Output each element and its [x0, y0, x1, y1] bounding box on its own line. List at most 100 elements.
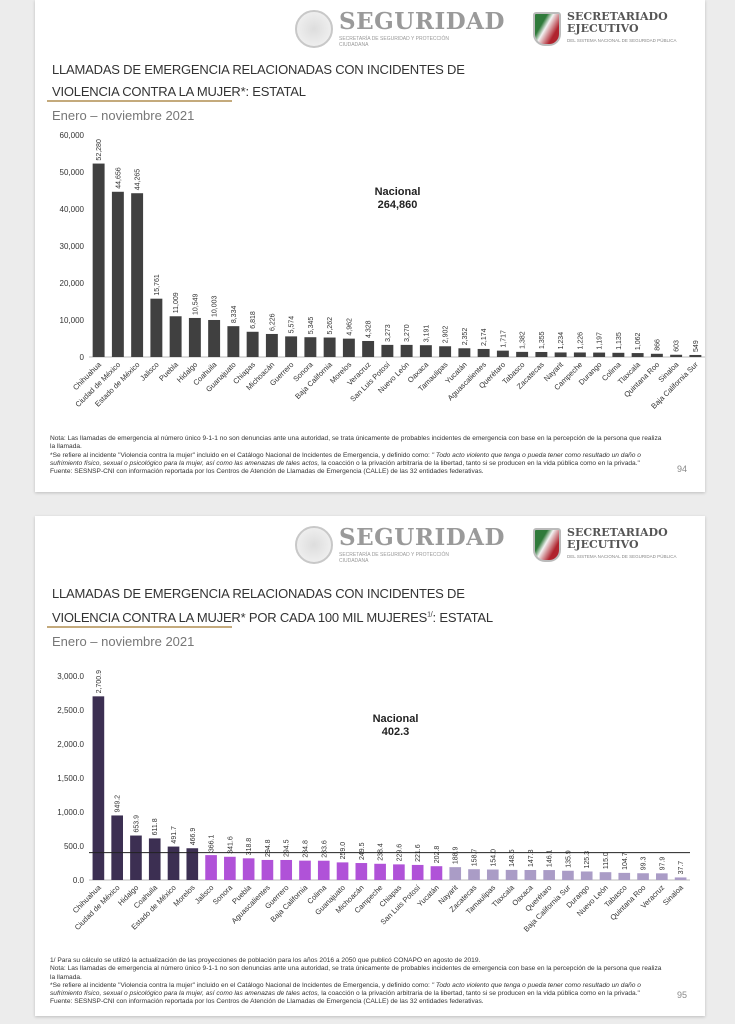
data-label: 653.9 [133, 815, 140, 833]
bar [374, 863, 386, 880]
bar-chart-rate: 0.0 500.0 1,000.0 1,500.0 2,000.0 2,500.0 3,00… [57, 670, 690, 934]
bar [167, 846, 180, 880]
data-label: 1,135 [616, 332, 623, 350]
bar [449, 867, 462, 880]
bar [205, 855, 217, 880]
data-label: 318.8 [246, 838, 253, 856]
data-label: 3,270 [404, 324, 411, 342]
secretariado-logo-text: SECRETARIADO EJECUTIVO [567, 526, 668, 551]
national-label: Nacional [372, 713, 419, 725]
y-tick-label: 2,500.0 [57, 706, 84, 715]
definition-text: *Se refiere al incidente "Violencia cont… [50, 982, 665, 999]
bar [227, 326, 240, 357]
bar [188, 317, 201, 357]
source-text: Fuente: SESNSP-CNI con información repor… [50, 468, 484, 476]
bar [439, 346, 452, 357]
bar [650, 353, 663, 357]
definition-quote: " Todo acto violento que tenga o pueda t… [50, 981, 641, 998]
slide-title-line2: VIOLENCIA CONTRA LA MUJER* POR CADA 100 … [52, 610, 493, 625]
data-label: 341.6 [227, 836, 234, 854]
data-label: 4,328 [366, 320, 373, 338]
seguridad-logo-sub: SECRETARÍA DE SEGURIDAD Y PROTECCIÓN CIU… [339, 36, 450, 48]
sesnsp-shield-logo [533, 528, 561, 562]
definition-quote: " Todo acto violento que tenga o pueda t… [50, 451, 641, 467]
data-label: 3,273 [385, 324, 392, 342]
bar [573, 352, 586, 357]
bar [304, 337, 317, 357]
bar [381, 344, 394, 357]
data-label: 104.7 [622, 852, 629, 870]
x-tick-label: Sinaloa [661, 882, 686, 907]
data-label: 1,234 [558, 332, 565, 350]
slide-title-line2: VIOLENCIA CONTRA LA MUJER*: ESTATAL [52, 84, 306, 99]
bar [111, 191, 124, 357]
data-label: 6,818 [250, 311, 257, 329]
definition-end: la coacción o la privación arbitraria de… [319, 990, 640, 998]
definition-intro: *Se refiere al incidente "Violencia cont… [50, 981, 432, 989]
bar [674, 877, 687, 880]
bar [280, 859, 293, 880]
bar [599, 872, 612, 880]
seguridad-logo-sub: SECRETARÍA DE SEGURIDAD Y PROTECCIÓN CIU… [339, 552, 450, 564]
data-label: 949.2 [115, 795, 122, 813]
header-logos: SEGURIDAD SECRETARÍA DE SEGURIDAD Y PROT… [295, 524, 705, 572]
y-tick-label: 10,000 [60, 316, 85, 325]
data-label: 366.1 [209, 834, 216, 852]
bar [458, 348, 471, 357]
bar [631, 353, 644, 357]
data-label: 125.3 [584, 851, 591, 869]
data-label: 1,226 [577, 332, 584, 350]
bar [430, 866, 443, 880]
data-label: 294.5 [284, 839, 291, 857]
data-label: 5,345 [308, 317, 315, 335]
sesnsp-shield-logo [533, 12, 561, 46]
data-label: 294.8 [265, 839, 272, 857]
slide-94: SEGURIDAD SECRETARÍA DE SEGURIDAD Y PROT… [35, 0, 705, 492]
data-label: 466.9 [190, 828, 197, 846]
data-label: 491.7 [171, 826, 178, 844]
title-end: : ESTATAL [432, 610, 494, 625]
bar [656, 873, 668, 880]
y-tick-label: 30,000 [60, 242, 85, 251]
bar [505, 869, 518, 880]
bar [524, 869, 537, 880]
period: Enero – noviembre 2021 [52, 634, 195, 649]
secretariado-logo-sub: DEL SISTEMA NACIONAL DE SEGURIDAD PÚBLIC… [567, 554, 677, 559]
y-tick-label: 0.0 [73, 876, 85, 885]
y-tick-label: 3,000.0 [57, 672, 84, 681]
data-label: 115.0 [603, 852, 610, 869]
y-tick-label: 60,000 [60, 131, 85, 140]
data-label: 1,717 [500, 330, 507, 348]
data-label: 97.9 [659, 857, 666, 871]
bar [689, 354, 702, 357]
bar [580, 871, 593, 880]
slide-title-line1: LLAMADAS DE EMERGENCIA RELACIONADAS CON … [52, 586, 465, 601]
data-label: 44,265 [135, 169, 142, 191]
data-label: 238.4 [378, 843, 385, 861]
data-label: 2,352 [462, 328, 469, 346]
data-label: 8,334 [231, 306, 238, 324]
note-text: Nota: Las llamadas de emergencia al núme… [50, 435, 662, 451]
bar [400, 344, 413, 357]
bar [593, 352, 606, 357]
bar [186, 848, 199, 880]
data-label: 611.8 [152, 818, 159, 835]
y-tick-label: 20,000 [60, 279, 85, 288]
data-label: 6,226 [269, 313, 276, 331]
data-label: 99.3 [641, 857, 648, 871]
bar [355, 863, 368, 880]
data-label: 154.0 [490, 849, 497, 867]
data-label: 1,062 [635, 332, 642, 350]
data-label: 1,382 [520, 331, 527, 349]
source-text: Fuente: SESNSP-CNI con información repor… [50, 998, 484, 1006]
bar [246, 331, 259, 357]
data-label: 37.7 [678, 861, 685, 875]
bar [242, 858, 255, 880]
title-sup: 1/ [427, 611, 433, 619]
data-label: 158.7 [472, 849, 479, 867]
bar [317, 860, 330, 880]
definition-intro: *Se refiere al incidente "Violencia cont… [50, 451, 432, 459]
bar [169, 316, 182, 357]
data-label: 2,700.9 [96, 670, 103, 693]
bar-chart-calls: 0 10,000 20,000 30,000 40,000 50,000 60,000 52,… [60, 131, 705, 411]
